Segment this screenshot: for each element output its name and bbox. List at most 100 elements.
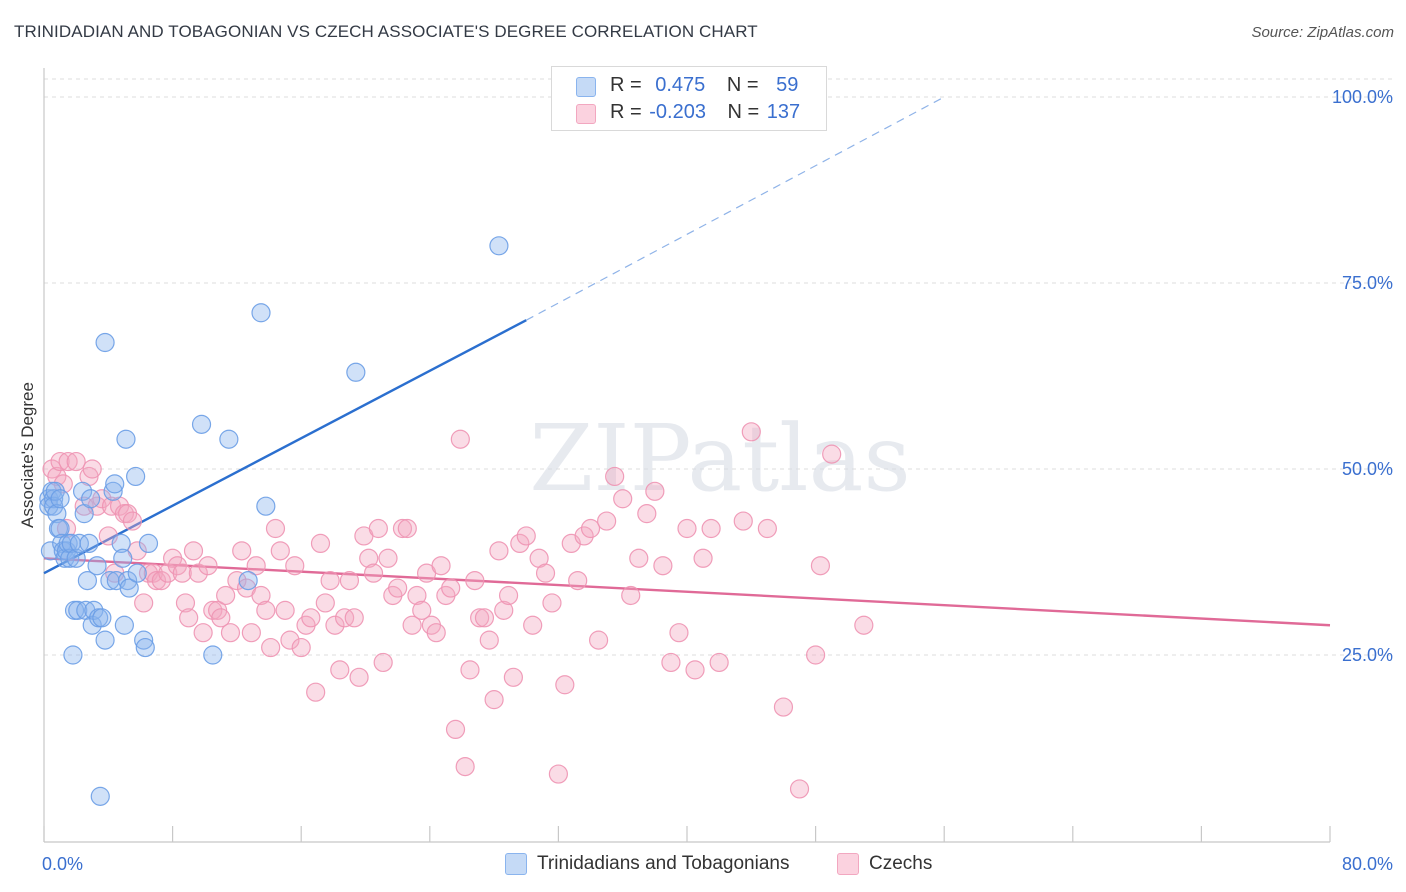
point-trinidadian	[47, 504, 67, 524]
point-czech	[198, 556, 218, 576]
point-czech	[661, 652, 681, 673]
point-trinidadian	[95, 630, 115, 650]
point-czech	[693, 548, 713, 568]
point-trinidadian	[135, 637, 155, 658]
bottom-legend-swatch-blue	[505, 853, 527, 875]
point-trinidadian	[82, 615, 102, 635]
point-czech	[158, 563, 178, 583]
point-czech	[605, 466, 625, 487]
point-czech	[397, 518, 417, 539]
point-czech	[542, 593, 562, 613]
point-czech	[146, 570, 167, 591]
y-tick-label: 75.0%	[1342, 273, 1393, 293]
point-trinidadian	[103, 481, 123, 501]
point-trinidadian	[68, 600, 88, 620]
point-czech	[580, 518, 601, 539]
y-tick-label: 100.0%	[1332, 87, 1393, 107]
point-czech	[306, 682, 326, 702]
point-czech	[548, 764, 569, 784]
point-czech	[320, 570, 340, 591]
point-czech	[270, 541, 290, 561]
point-czech	[275, 600, 295, 620]
point-czech	[555, 675, 575, 695]
point-trinidadian	[50, 489, 70, 509]
point-czech	[373, 652, 393, 673]
chart-title: TRINIDADIAN AND TOBAGONIAN VS CZECH ASSO…	[14, 22, 758, 41]
x-tick-label-min: 0.0%	[42, 854, 83, 874]
legend-n-value: 137	[766, 101, 801, 123]
point-czech	[134, 593, 154, 613]
point-czech	[359, 548, 379, 568]
point-trinidadian	[219, 429, 239, 449]
point-trinidadian	[90, 786, 110, 806]
point-czech	[151, 570, 171, 591]
point-czech	[574, 526, 594, 546]
point-czech	[251, 585, 271, 606]
axis-labels: 25.0% 50.0% 75.0% 100.0% 0.0% 80.0% Associate'…	[18, 87, 1393, 874]
point-czech	[741, 422, 761, 442]
point-czech	[256, 600, 276, 620]
point-czech	[82, 459, 102, 479]
point-czech	[810, 556, 831, 576]
point-czech	[203, 600, 223, 620]
point-czech	[854, 615, 874, 635]
point-czech	[261, 637, 281, 658]
point-trinidadian	[72, 481, 93, 501]
point-trinidadian	[251, 303, 271, 323]
bottom-legend-label: Czechs	[869, 853, 933, 874]
point-czech	[465, 570, 485, 591]
point-czech	[280, 630, 300, 650]
point-czech	[53, 474, 73, 494]
watermark: ZIPatlas	[529, 405, 910, 512]
trend-line-trinidadian	[43, 319, 527, 575]
point-czech	[441, 578, 461, 598]
point-czech	[510, 533, 530, 554]
point-czech	[325, 615, 345, 635]
legend-n-label: N =	[726, 74, 759, 96]
point-trinidadian	[105, 474, 125, 494]
bottom-legend-swatch-pink	[837, 853, 859, 875]
point-czech	[310, 533, 331, 554]
point-czech	[211, 608, 231, 628]
point-czech	[388, 578, 408, 598]
point-trinidadian	[113, 548, 133, 568]
point-czech	[613, 489, 633, 509]
point-czech	[709, 652, 729, 673]
legend-r-value: -0.203	[649, 101, 706, 123]
point-trinidadian	[69, 533, 89, 554]
point-czech	[455, 756, 475, 777]
point-czech	[789, 779, 810, 799]
point-trinidadian	[117, 570, 138, 591]
source-label: Source: ZipAtlas.com	[1251, 24, 1394, 41]
point-czech	[285, 556, 305, 576]
legend-r-label: R =	[610, 101, 642, 123]
legend-swatch-blue	[576, 77, 596, 97]
point-czech	[484, 690, 504, 710]
point-czech	[368, 518, 388, 539]
legend-n-value: 59	[776, 74, 799, 96]
point-czech	[188, 563, 208, 583]
point-trinidadian	[92, 608, 112, 628]
x-tick-label-max: 80.0%	[1342, 854, 1393, 874]
point-czech	[677, 518, 697, 539]
y-tick-label: 50.0%	[1342, 459, 1393, 479]
point-trinidadian	[489, 236, 509, 256]
point-czech	[460, 660, 480, 680]
point-czech	[50, 451, 70, 472]
point-czech	[349, 667, 369, 687]
point-czech	[344, 608, 364, 628]
point-czech	[335, 608, 355, 628]
point-czech	[47, 466, 67, 487]
point-czech	[629, 548, 649, 568]
point-trinidadian	[203, 645, 223, 665]
point-czech	[56, 518, 77, 539]
axes	[43, 68, 1331, 843]
point-czech	[183, 541, 204, 561]
point-trinidadian	[95, 332, 115, 353]
point-czech	[498, 585, 519, 606]
point-czech	[822, 444, 842, 464]
point-trinidadian	[87, 556, 107, 576]
point-czech	[474, 608, 495, 628]
point-czech	[227, 570, 247, 591]
point-czech	[179, 608, 199, 628]
